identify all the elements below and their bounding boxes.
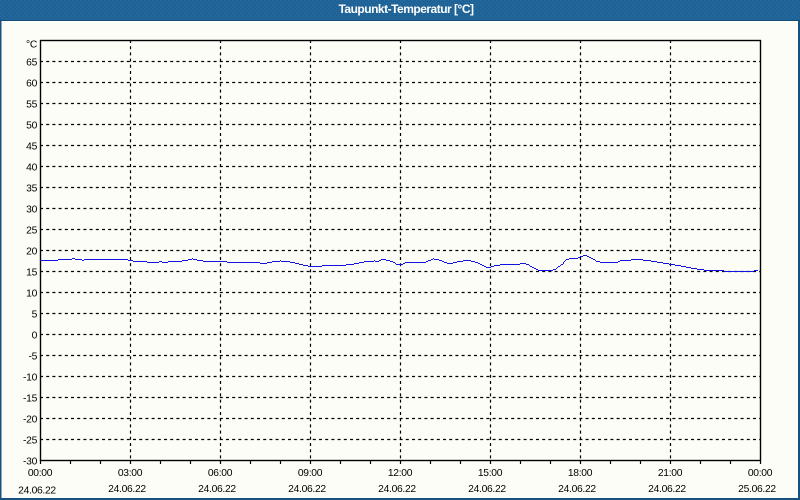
svg-text:15:00: 15:00 [478,468,503,479]
svg-text:00:00: 00:00 [748,468,773,479]
svg-text:24.06.22: 24.06.22 [18,486,56,497]
svg-text:24.06.22: 24.06.22 [378,484,416,495]
svg-text:20: 20 [26,247,37,258]
svg-text:50: 50 [26,121,37,132]
svg-text:-30: -30 [23,457,38,468]
svg-text:24.06.22: 24.06.22 [468,484,506,495]
svg-text:18:00: 18:00 [568,468,593,479]
svg-text:-20: -20 [23,415,38,426]
svg-text:24.06.22: 24.06.22 [558,484,596,495]
svg-text:35: 35 [26,184,37,195]
svg-text:30: 30 [26,205,37,216]
svg-text:24.06.22: 24.06.22 [648,484,686,495]
svg-text:24.06.22: 24.06.22 [198,484,236,495]
svg-text:60: 60 [26,79,37,90]
svg-text:24.06.22: 24.06.22 [288,484,326,495]
svg-text:0: 0 [32,331,38,342]
svg-text:45: 45 [26,142,37,153]
svg-text:06:00: 06:00 [208,468,233,479]
svg-text:21:00: 21:00 [658,468,683,479]
svg-text:25: 25 [26,226,37,237]
svg-text:15: 15 [26,268,37,279]
svg-text:40: 40 [26,163,37,174]
svg-text:65: 65 [26,58,37,69]
svg-text:Taupunkt-Temperatur [°C]: Taupunkt-Temperatur [°C] [338,2,474,16]
svg-text:10: 10 [26,289,37,300]
svg-text:55: 55 [26,100,37,111]
svg-text:5: 5 [32,310,38,321]
svg-text:12:00: 12:00 [388,468,413,479]
svg-text:25.06.22: 25.06.22 [738,484,776,495]
svg-text:09:00: 09:00 [298,468,323,479]
svg-text:03:00: 03:00 [118,468,143,479]
svg-text:-25: -25 [23,436,38,447]
svg-text:-15: -15 [23,394,38,405]
svg-text:24.06.22: 24.06.22 [108,484,146,495]
svg-text:°C: °C [26,40,38,51]
svg-text:00:00: 00:00 [28,468,53,479]
svg-text:-10: -10 [23,373,38,384]
svg-text:-5: -5 [28,352,37,363]
